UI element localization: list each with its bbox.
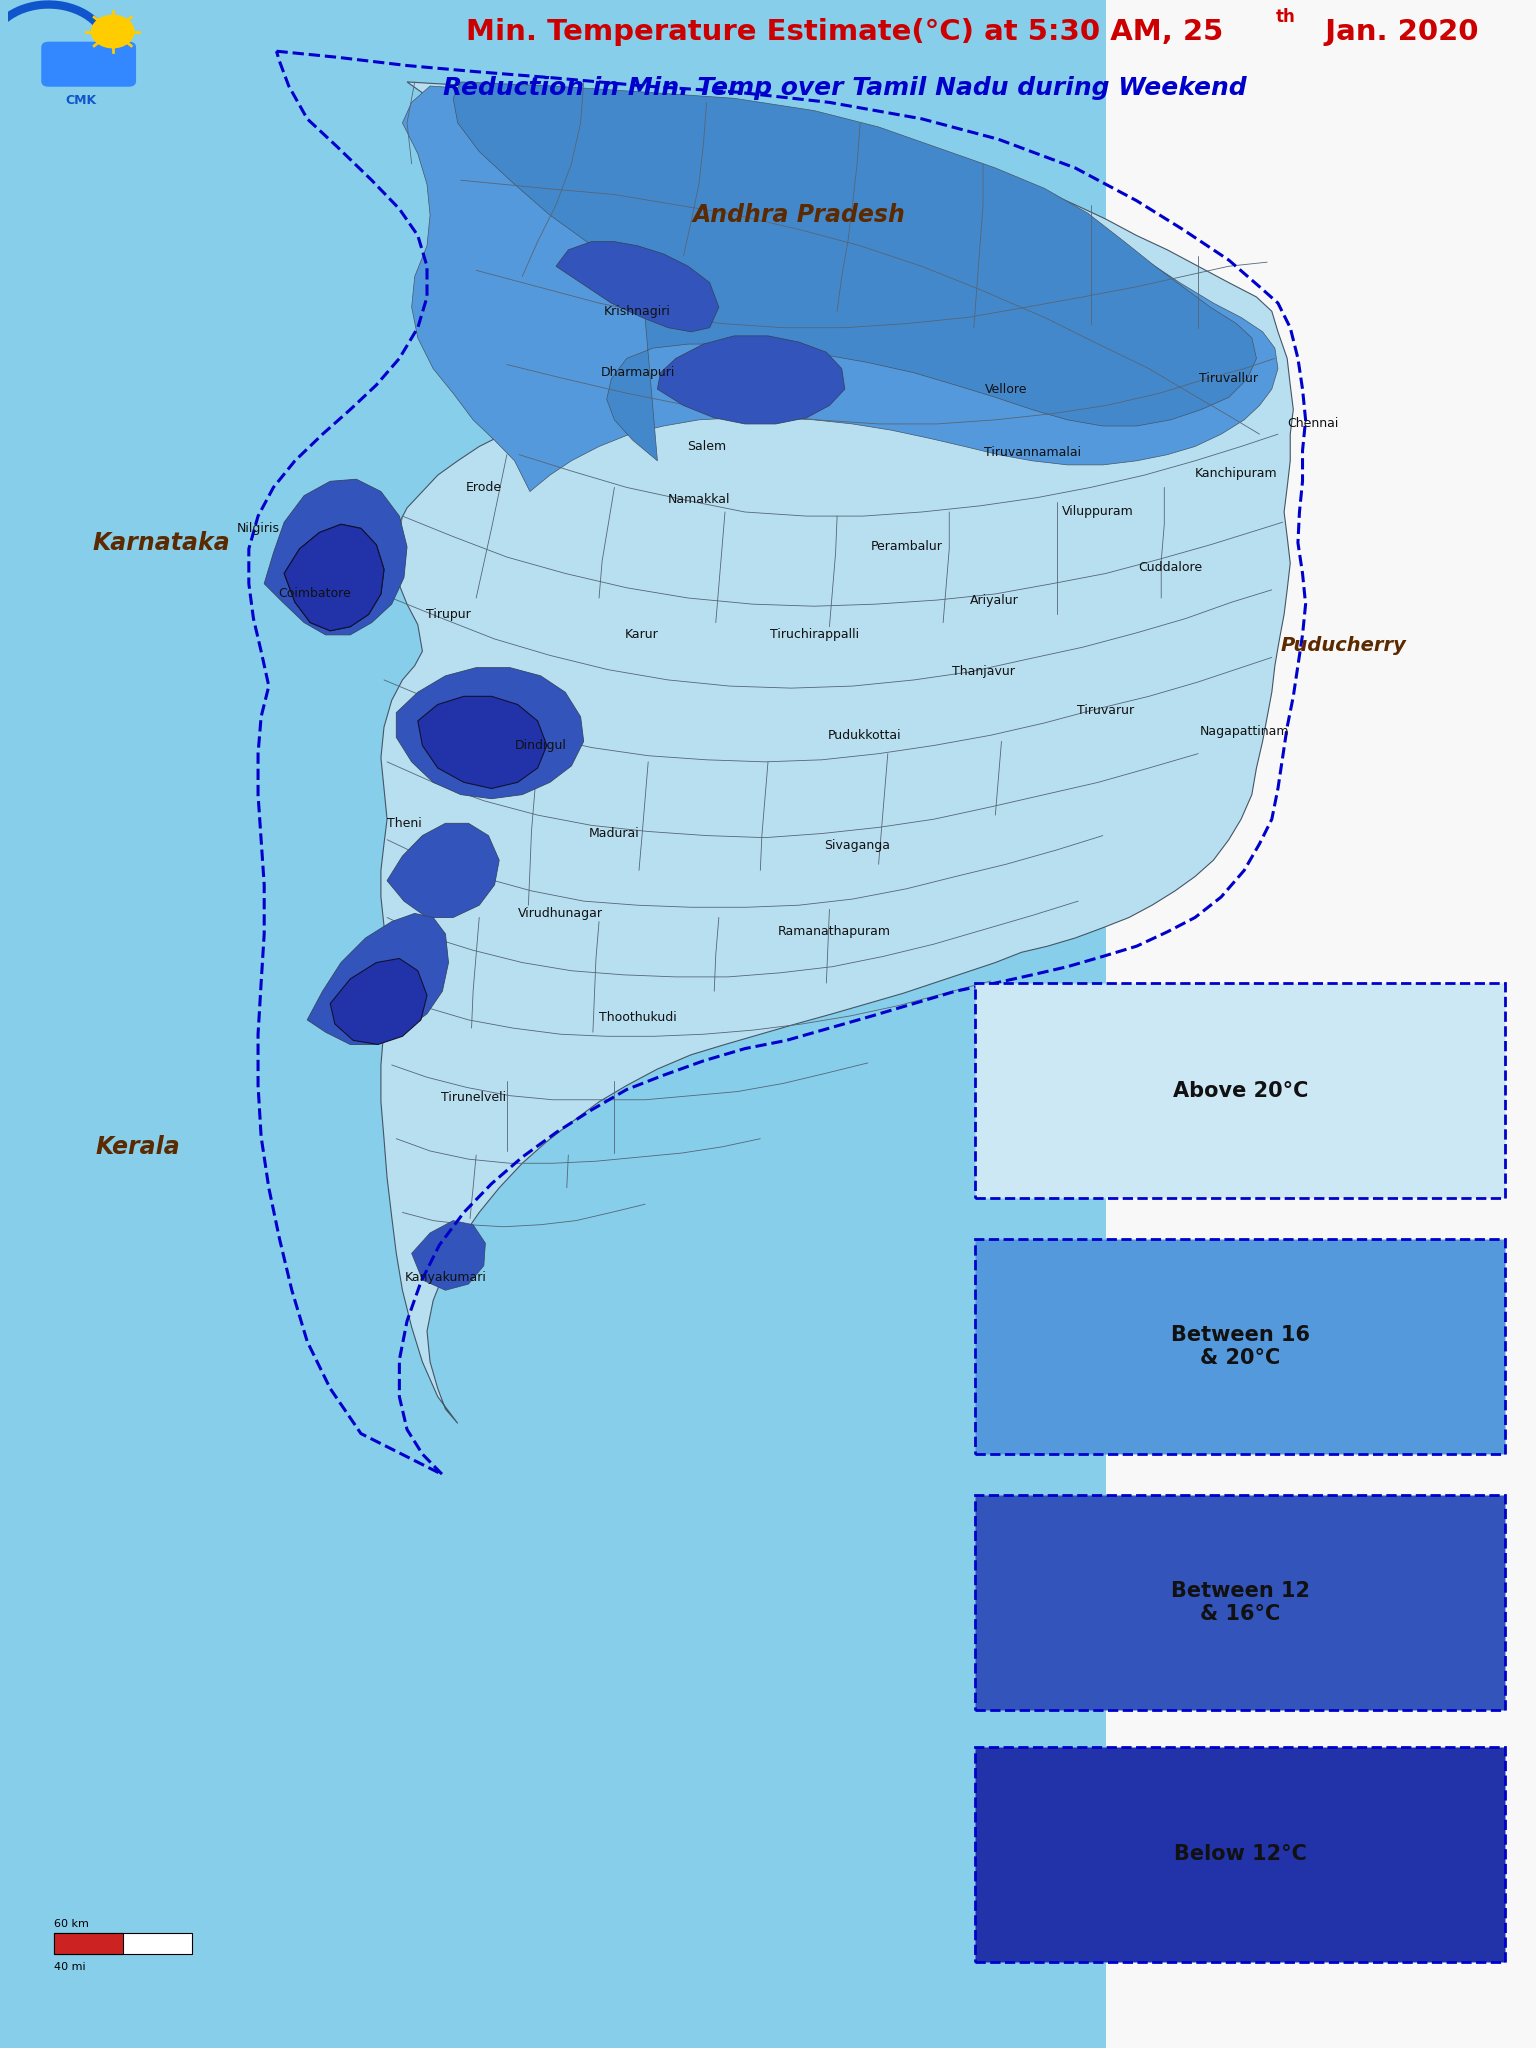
Polygon shape [412, 1221, 485, 1290]
Text: Krishnagiri: Krishnagiri [604, 305, 671, 317]
Text: Thoothukudi: Thoothukudi [599, 1012, 676, 1024]
Text: Viluppuram: Viluppuram [1063, 506, 1134, 518]
Polygon shape [284, 524, 384, 631]
FancyBboxPatch shape [975, 1747, 1505, 1962]
Text: Kanyakumari: Kanyakumari [404, 1272, 487, 1284]
Text: Between 16
& 20°C: Between 16 & 20°C [1170, 1325, 1310, 1368]
Text: Chennai: Chennai [1287, 418, 1339, 430]
Text: Ariyalur: Ariyalur [969, 594, 1018, 606]
Text: Puducherry: Puducherry [1281, 635, 1407, 655]
Text: Kanchipuram: Kanchipuram [1195, 467, 1278, 479]
Bar [54, 1933, 123, 1954]
Text: Perambalur: Perambalur [871, 541, 942, 553]
FancyBboxPatch shape [975, 983, 1505, 1198]
Text: Ramanathapuram: Ramanathapuram [777, 926, 891, 938]
Text: Tiruchirappalli: Tiruchirappalli [770, 629, 859, 641]
Text: Tirupur: Tirupur [425, 608, 472, 621]
Text: Below 12°C: Below 12°C [1174, 1845, 1307, 1864]
Polygon shape [396, 668, 584, 799]
Text: CMK: CMK [65, 94, 97, 106]
Polygon shape [657, 336, 845, 424]
Polygon shape [284, 524, 384, 631]
Text: Coimbatore: Coimbatore [278, 588, 352, 600]
Text: Namakkal: Namakkal [668, 494, 730, 506]
FancyBboxPatch shape [975, 1239, 1505, 1454]
Text: Jan. 2020: Jan. 2020 [1315, 18, 1478, 45]
Polygon shape [330, 958, 427, 1044]
FancyBboxPatch shape [975, 1495, 1505, 1710]
Text: Tiruvannamalai: Tiruvannamalai [983, 446, 1081, 459]
Polygon shape [418, 696, 547, 788]
Text: Nilgiris: Nilgiris [237, 522, 280, 535]
Text: Min. Temperature Estimate(°C) at 5:30 AM, 25: Min. Temperature Estimate(°C) at 5:30 AM… [465, 18, 1224, 45]
Polygon shape [1106, 0, 1536, 2048]
Text: Vellore: Vellore [985, 383, 1028, 395]
Text: Cuddalore: Cuddalore [1138, 561, 1203, 573]
Text: Between 12
& 16°C: Between 12 & 16°C [1170, 1581, 1310, 1624]
Text: Erode: Erode [465, 481, 502, 494]
Text: Andhra Pradesh: Andhra Pradesh [693, 203, 905, 227]
Circle shape [91, 14, 135, 49]
Text: th: th [1276, 8, 1296, 27]
Text: Tirunelveli: Tirunelveli [441, 1092, 505, 1104]
Text: Kerala: Kerala [95, 1135, 181, 1159]
Text: 60 km: 60 km [54, 1919, 89, 1929]
Text: Sivaganga: Sivaganga [825, 840, 889, 852]
Text: Pudukkottai: Pudukkottai [828, 729, 902, 741]
Text: Reduction in Min. Temp over Tamil Nadu during Weekend: Reduction in Min. Temp over Tamil Nadu d… [442, 76, 1247, 100]
Polygon shape [264, 479, 407, 635]
Text: Dindigul: Dindigul [515, 739, 567, 752]
Text: Dharmapuri: Dharmapuri [601, 367, 674, 379]
Text: Madurai: Madurai [588, 827, 641, 840]
Polygon shape [307, 913, 449, 1044]
Polygon shape [556, 242, 719, 332]
Text: 40 mi: 40 mi [54, 1962, 86, 1972]
Text: Virudhunagar: Virudhunagar [518, 907, 604, 920]
Polygon shape [402, 86, 1278, 492]
Text: Thanjavur: Thanjavur [952, 666, 1014, 678]
Bar [54, 1933, 192, 1954]
Polygon shape [453, 82, 1256, 461]
Text: Karnataka: Karnataka [92, 530, 230, 555]
Text: Tiruvarur: Tiruvarur [1077, 705, 1135, 717]
Text: Theni: Theni [387, 817, 421, 829]
FancyBboxPatch shape [41, 41, 137, 86]
Text: Karur: Karur [625, 629, 659, 641]
Text: Nagapattinam: Nagapattinam [1200, 725, 1289, 737]
Polygon shape [381, 82, 1293, 1423]
Text: Salem: Salem [687, 440, 727, 453]
Text: Above 20°C: Above 20°C [1172, 1081, 1309, 1100]
Polygon shape [387, 823, 499, 918]
Text: Tiruvallur: Tiruvallur [1200, 373, 1258, 385]
